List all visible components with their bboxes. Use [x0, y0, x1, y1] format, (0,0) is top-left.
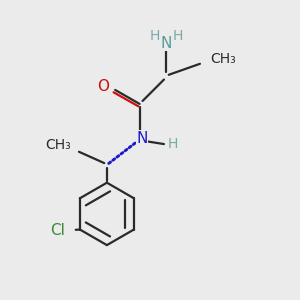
- Text: O: O: [97, 79, 109, 94]
- Text: CH₃: CH₃: [46, 138, 71, 152]
- Text: H: H: [168, 137, 178, 151]
- Text: Cl: Cl: [50, 223, 65, 238]
- Text: H: H: [150, 29, 160, 43]
- Text: H: H: [172, 29, 183, 43]
- Text: CH₃: CH₃: [210, 52, 236, 66]
- Text: N: N: [161, 35, 172, 50]
- Text: N: N: [136, 130, 148, 146]
